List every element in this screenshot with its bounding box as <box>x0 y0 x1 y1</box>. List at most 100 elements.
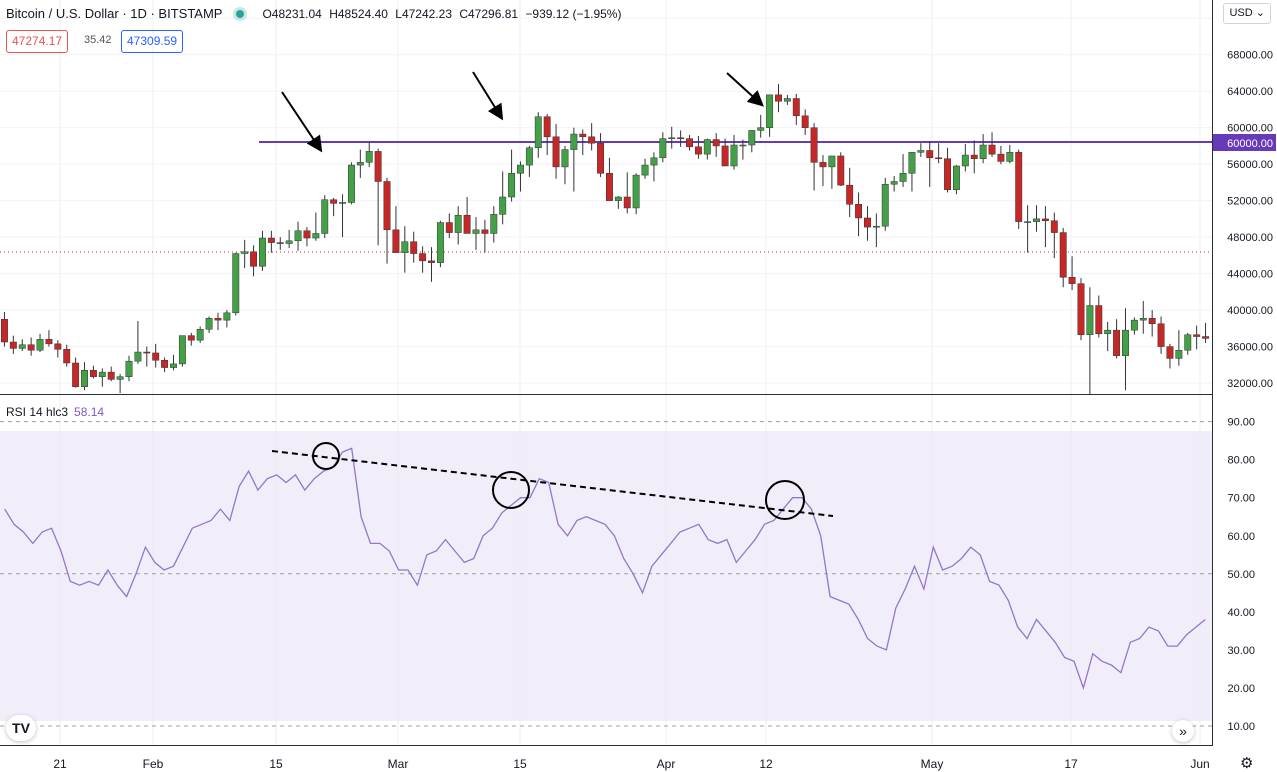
high-value: H48524.40 <box>329 6 388 21</box>
candle-body <box>614 196 622 201</box>
candle <box>757 114 765 138</box>
market-status-icon[interactable] <box>236 9 245 18</box>
candle-body <box>428 260 435 263</box>
candle <box>952 165 960 195</box>
chevron-down-icon: ⌄ <box>1255 7 1265 19</box>
candle-body <box>810 127 818 163</box>
rsi-legend[interactable]: RSI 14 hlc3 58.14 <box>6 405 104 419</box>
candle-body <box>952 165 960 190</box>
candle <box>570 127 578 192</box>
candle <box>890 176 898 192</box>
price-tick-label: 60000.00 <box>1227 123 1273 135</box>
candle <box>864 206 871 241</box>
candle-body <box>525 147 533 166</box>
candle <box>730 134 738 170</box>
candle-body <box>552 136 560 168</box>
tradingview-logo-icon[interactable]: TV <box>6 715 36 741</box>
candle-body <box>570 133 578 150</box>
gear-icon[interactable]: ⚙ <box>1240 755 1254 772</box>
candle <box>1130 317 1138 335</box>
candle-body <box>98 371 106 377</box>
change-value: −939.12 (−1.95%) <box>525 6 622 21</box>
scroll-to-latest-icon[interactable]: » <box>1172 720 1194 742</box>
candle-body <box>650 157 658 166</box>
candle <box>552 124 560 179</box>
candle-body <box>908 152 916 174</box>
bid-price-button[interactable]: 47274.17 <box>6 30 69 53</box>
candle <box>712 133 720 157</box>
candle-body <box>187 335 195 341</box>
candle-body <box>783 98 791 102</box>
candle-body <box>1202 336 1210 339</box>
candle <box>748 130 756 153</box>
candle-body <box>365 151 373 163</box>
candle <box>401 226 409 273</box>
candle-body <box>0 318 8 343</box>
open-value: O48231.04 <box>262 6 322 21</box>
candle <box>1006 145 1014 164</box>
candle-body <box>81 370 88 387</box>
price-axis[interactable]: 32000.00 36000.00 40000.00 44000.00 48000.00… <box>1227 50 1273 390</box>
candle <box>205 316 213 333</box>
candle <box>1193 325 1201 350</box>
candle <box>214 312 222 331</box>
ask-price-button[interactable]: 47309.59 <box>121 30 184 53</box>
time-tick-label: 17 <box>1064 757 1078 771</box>
candle-body <box>605 173 613 201</box>
candle-body <box>1024 221 1032 223</box>
rsi-axis[interactable]: 10.00 20.00 30.00 40.00 50.00 60.00 70.00 80.00… <box>1227 417 1255 733</box>
candle <box>152 343 160 368</box>
candle-body <box>1033 218 1040 222</box>
candle-body <box>250 251 258 267</box>
candle <box>143 346 151 367</box>
symbol-title[interactable]: Bitcoin / U.S. Dollar · 1D · BITSTAMP <box>6 6 223 21</box>
time-tick-label: Apr <box>657 757 676 771</box>
candle-body <box>392 229 400 253</box>
time-axis[interactable]: 21 Feb 15 Mar 15 Apr 12 May 17 Jun <box>53 757 1209 771</box>
candle <box>632 173 640 215</box>
candle <box>1015 149 1023 229</box>
candle-body <box>45 339 53 345</box>
time-tick-label: Mar <box>388 757 409 771</box>
candle <box>597 133 605 177</box>
rsi-peak-circle-2 <box>492 471 530 509</box>
ohlc-values: O48231.04 H48524.40 L47242.23 C47296.81 … <box>262 7 625 21</box>
candle-body <box>134 351 142 362</box>
candle <box>1068 256 1076 291</box>
candle <box>944 147 951 193</box>
candle-body <box>223 312 231 321</box>
candle-body <box>285 240 293 244</box>
candle-body <box>143 351 151 354</box>
candle <box>223 310 231 328</box>
candle-body <box>303 230 311 239</box>
candle-body <box>267 237 275 243</box>
candle-body <box>89 370 97 377</box>
candle-body <box>1059 232 1067 278</box>
candle-body <box>597 142 605 174</box>
candle-body <box>534 116 542 148</box>
candle-body <box>855 204 863 219</box>
price-tick-label: 68000.00 <box>1227 50 1273 62</box>
rsi-tick-label: 70.00 <box>1227 493 1255 505</box>
candle-body <box>374 151 382 182</box>
currency-button[interactable]: USD ⌄ <box>1223 3 1271 24</box>
candle <box>872 213 880 248</box>
spread-value: 35.42 <box>84 34 112 46</box>
candle <box>668 126 676 149</box>
candle-body <box>632 174 640 209</box>
candle <box>970 140 978 174</box>
candle <box>54 340 62 358</box>
candle-body <box>1015 152 1023 222</box>
candle-body <box>454 214 462 233</box>
candle-body <box>410 241 418 254</box>
candle-body <box>463 214 471 234</box>
candle-body <box>881 183 889 227</box>
candle <box>276 237 284 250</box>
candle-body <box>125 360 133 377</box>
candle-body <box>321 199 329 234</box>
candle-body <box>926 150 934 159</box>
rsi-title: RSI 14 hlc3 <box>6 405 69 419</box>
candle <box>1184 332 1192 355</box>
candle <box>347 162 355 205</box>
